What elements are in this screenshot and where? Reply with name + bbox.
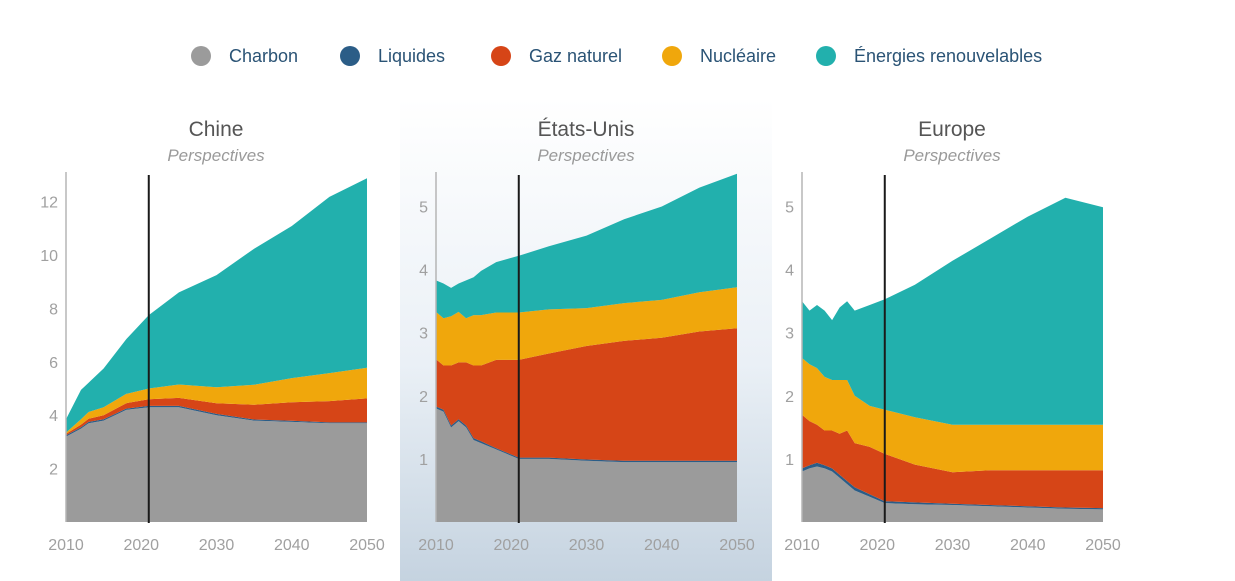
x-tick-label: 2020 [859, 537, 895, 554]
legend-swatch-gaz-naturel [491, 46, 511, 66]
panel-title: États-Unis [538, 118, 635, 141]
area-energies-renouvelables [66, 178, 367, 433]
panel-europe: Europe Perspectives 1 2 3 4 5 2010 2020 2030 2040 2… [784, 118, 1121, 554]
panel-chine: Chine Perspectives 2 4 6 8 10 12 2010 2020 2030 204… [40, 118, 385, 554]
y-tick-label: 5 [419, 200, 428, 217]
y-tick-label: 2 [419, 389, 428, 406]
x-tick-label: 2050 [1085, 537, 1121, 554]
legend-label: Charbon [229, 46, 298, 66]
legend-swatch-charbon [191, 46, 211, 66]
y-tick-label: 5 [785, 200, 794, 217]
area-gaz-naturel [802, 414, 1103, 509]
panel-subtitle: Perspectives [903, 146, 1001, 165]
y-tick-label: 12 [40, 195, 58, 212]
y-tick-label: 4 [49, 408, 58, 425]
x-tick-label: 2010 [48, 537, 84, 554]
y-tick-label: 3 [785, 326, 794, 343]
area-energies-renouvelables [802, 197, 1103, 425]
legend-label: Nucléaire [700, 46, 776, 66]
y-tick-label: 3 [419, 326, 428, 343]
area-nucleaire [436, 287, 737, 366]
panel-subtitle: Perspectives [537, 146, 635, 165]
x-tick-label: 2020 [123, 537, 159, 554]
panel-title: Chine [189, 118, 244, 141]
legend-label: Liquides [378, 46, 445, 66]
x-tick-label: 2040 [274, 537, 310, 554]
x-tick-label: 2050 [349, 537, 385, 554]
legend-item-charbon: Charbon [191, 46, 298, 66]
legend-label: Énergies renouvelables [854, 46, 1042, 66]
y-tick-label: 2 [49, 462, 58, 479]
area-charbon [802, 466, 1103, 522]
legend-swatch-energies-renouvelables [816, 46, 836, 66]
x-tick-label: 2040 [1010, 537, 1046, 554]
area-charbon [436, 408, 737, 522]
legend-item-liquides: Liquides [340, 46, 445, 66]
legend-item-nucleaire: Nucléaire [662, 46, 776, 66]
area-energies-renouvelables [436, 173, 737, 319]
legend-item-gaz-naturel: Gaz naturel [491, 46, 622, 66]
y-tick-label: 1 [419, 452, 428, 469]
legend-swatch-nucleaire [662, 46, 682, 66]
legend-swatch-liquides [340, 46, 360, 66]
legend-label: Gaz naturel [529, 46, 622, 66]
y-tick-label: 1 [785, 452, 794, 469]
area-gaz-naturel [66, 397, 367, 436]
panel-etats-unis: États-Unis Perspectives 1 2 3 4 5 2010 2020 2030 2… [418, 118, 755, 554]
x-tick-label: 2020 [493, 537, 529, 554]
area-nucleaire [802, 358, 1103, 473]
x-tick-label: 2050 [719, 537, 755, 554]
x-tick-label: 2010 [418, 537, 454, 554]
x-tick-label: 2030 [199, 537, 235, 554]
area-gaz-naturel [436, 328, 737, 461]
legend: Charbon Liquides Gaz naturel Nucléaire Énerg… [191, 46, 1042, 66]
x-tick-label: 2040 [644, 537, 680, 554]
y-tick-label: 10 [40, 248, 58, 265]
x-tick-label: 2030 [935, 537, 971, 554]
x-tick-label: 2030 [569, 537, 605, 554]
area-charbon [66, 407, 367, 522]
area-liquides [802, 462, 1103, 510]
panel-subtitle: Perspectives [167, 146, 265, 165]
y-tick-label: 6 [49, 355, 58, 372]
x-tick-label: 2010 [784, 537, 820, 554]
area-nucleaire [66, 367, 367, 434]
y-tick-label: 4 [785, 263, 794, 280]
panel-title: Europe [918, 118, 986, 141]
y-tick-label: 8 [49, 301, 58, 318]
y-tick-label: 2 [785, 389, 794, 406]
legend-item-energies-renouvelables: Énergies renouvelables [816, 46, 1042, 66]
y-tick-label: 4 [419, 263, 428, 280]
